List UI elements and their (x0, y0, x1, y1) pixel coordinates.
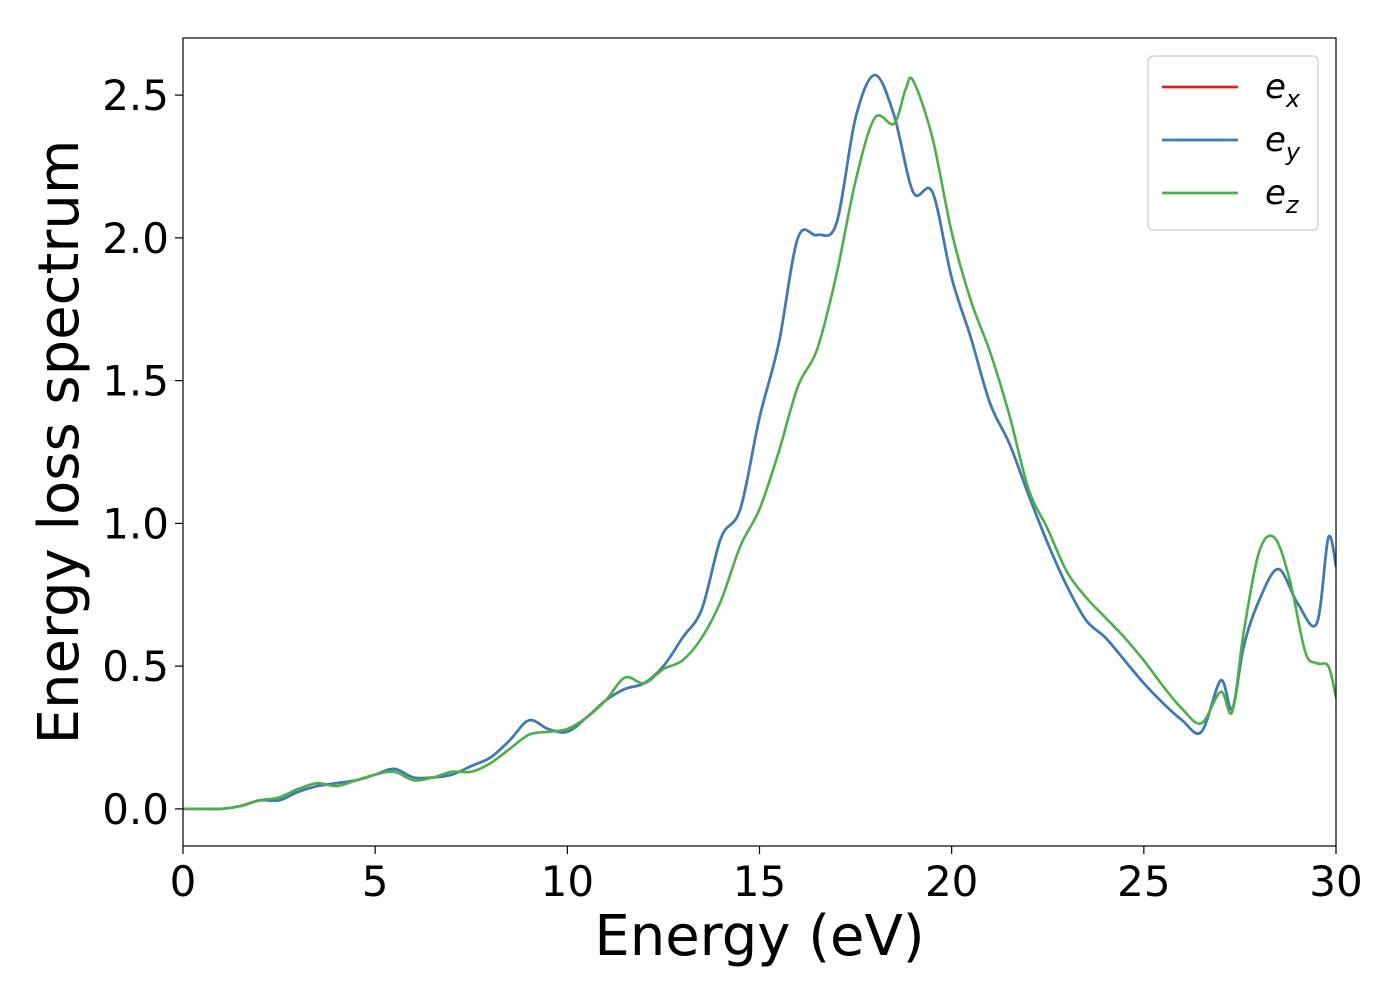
y-axis: 0.0 0.5 1.0 1.5 2.0 2.5 (102, 71, 183, 834)
series-line-e-z (183, 76, 1336, 811)
legend-label-ez: ez (1265, 173, 1300, 219)
x-tick-label: 10 (541, 857, 594, 906)
x-tick-label: 20 (925, 857, 978, 906)
x-tick-label: 30 (1309, 857, 1362, 906)
y-tick-label: 2.0 (102, 214, 169, 263)
x-axis-label: Energy (eV) (594, 904, 924, 969)
legend: ex ey ez (1147, 55, 1319, 231)
y-tick-label: 1.5 (102, 357, 169, 406)
y-axis-label: Energy loss spectrum (27, 140, 92, 745)
x-tick-label: 25 (1117, 857, 1170, 906)
y-tick-label: 1.0 (102, 499, 169, 548)
x-tick-label: 0 (170, 857, 197, 906)
y-tick-label: 2.5 (102, 71, 169, 120)
x-axis: 0 5 10 15 20 25 30 (170, 846, 1363, 906)
legend-label-ey: ey (1265, 120, 1301, 166)
x-tick-label: 5 (362, 857, 389, 906)
legend-box (1147, 55, 1319, 231)
legend-label-ex: ex (1265, 67, 1301, 113)
y-tick-label: 0.0 (102, 785, 169, 834)
x-tick-label: 15 (733, 857, 786, 906)
series-layer (183, 73, 1336, 811)
y-tick-label: 0.5 (102, 642, 169, 691)
series-line-e-y (183, 73, 1336, 811)
